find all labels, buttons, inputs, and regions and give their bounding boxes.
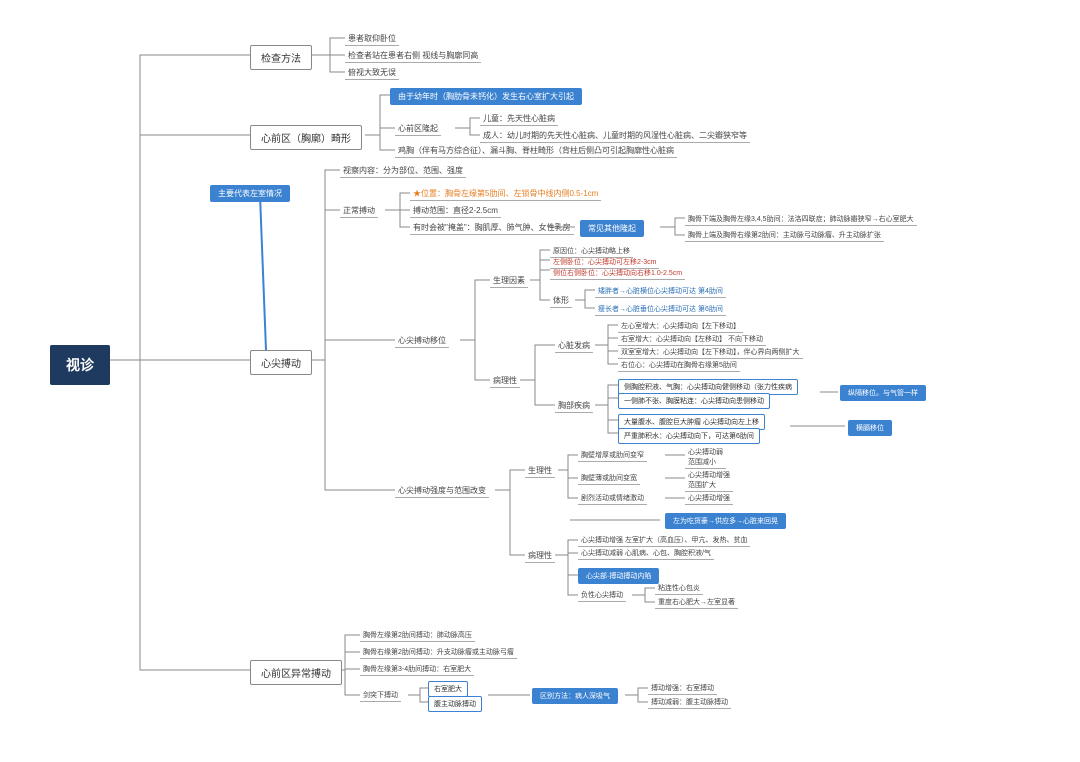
body-label: 体形	[550, 294, 572, 308]
leaf: 俯视大致无误	[345, 66, 399, 80]
side-tag: 主要代表左室情况	[210, 185, 290, 202]
leaf: 负性心尖搏动	[578, 589, 626, 602]
leaf: 胸壁增厚或肋间变窄	[578, 449, 647, 462]
tag: 纵隔移位。与气管一样	[840, 385, 926, 401]
physio-label: 生理性	[525, 464, 555, 478]
heart-label: 心脏发病	[555, 339, 593, 353]
branch-chest-deformity: 心前区（胸廓）畸形	[250, 125, 362, 150]
leaf: 心尖搏动减弱 心肌病、心包、胸腔积液/气	[578, 547, 714, 560]
leaf: 腹主动脉搏动	[428, 696, 482, 712]
leaf: 剧烈活动或情绪激动	[578, 492, 647, 505]
patho-label: 病理性	[525, 549, 555, 563]
leaf: 心前区隆起	[395, 122, 441, 136]
leaf: 剑突下搏动	[360, 689, 401, 702]
root-node: 视诊	[50, 345, 110, 385]
patho-label: 病理性	[490, 374, 520, 388]
neg-tag: 心尖部·搏动搏动内陷	[578, 568, 659, 584]
pos-change: 心尖搏动移位	[395, 334, 449, 348]
branch-apex-beat: 心尖搏动	[250, 350, 312, 375]
leaf: 右位心：心尖搏动在胸骨右缘第5肋间	[618, 359, 740, 372]
physio-label: 生理因素	[490, 274, 528, 288]
leaf: 视察内容：分为部位、范围、强度	[340, 164, 466, 178]
leaf: 心尖搏动增强 范围扩大	[685, 469, 733, 492]
leaf: 双室室增大：心尖搏动向【左下移动】，伴心界向两侧扩大	[618, 346, 803, 359]
leaf: 矮胖者→心脏横位心尖搏动可达 第4肋间	[595, 285, 726, 298]
leaf: 胸骨上端及胸骨右缘第2肋间：主动脉弓动脉瘤、升主动脉扩张	[685, 229, 884, 242]
branch-abnormal-beat: 心前区异常搏动	[250, 660, 342, 685]
leaf: 搏动范围：直径2-2.5cm	[410, 204, 501, 218]
leaf: 重度右心肥大→左室显著	[655, 596, 738, 609]
leaf: 成人：幼儿时期的先天性心脏病、儿童时期的风湿性心脏病、二尖瓣狭窄等	[480, 129, 750, 143]
leaf: 心尖搏动弱 范围减小	[685, 446, 726, 469]
leaf: 搏动减弱：腹主动脉搏动	[648, 696, 731, 709]
intensity: 心尖搏动强度与范围改变	[395, 484, 489, 498]
leaf: 搏动增强：右室搏动	[648, 682, 717, 695]
leaf: 瘦长者→心脏垂位心尖搏动可达 第6肋间	[595, 303, 726, 316]
common-other-tag: 常见其他隆起	[580, 220, 644, 237]
leaf: 胸骨左缘第3-4肋间搏动：右室肥大	[360, 663, 474, 676]
leaf: 一侧肺不张、胸膜粘连：心尖搏动向患侧移动	[618, 393, 770, 409]
leaf: 检查者站在患者右侧 视线与胸廓同高	[345, 49, 481, 63]
chest-label: 胸部疾病	[555, 399, 593, 413]
leaf: 胸骨右缘第2肋间搏动：升支动脉瘤或主动脉弓瘤	[360, 646, 517, 659]
leaf: 儿童：先天性心脏病	[480, 112, 558, 126]
branch-exam-method: 检查方法	[250, 45, 312, 70]
leaf: 侧位右侧卧位：心尖搏动向右移1.0-2.5cm	[550, 267, 685, 280]
leaf: 右室肥大	[428, 681, 468, 697]
leaf: 心尖搏动增强 左室扩大（高血压）、甲亢、发热、贫血	[578, 534, 750, 547]
diff-tag: 区别方法：病人深吸气	[532, 688, 618, 704]
leaf: 严重肺积水：心尖搏动向下，可达第6肋间	[618, 428, 760, 444]
leaf: 心尖搏动增强	[685, 492, 733, 505]
hint-tag: 左为吃货豪→供应多→心脏来回晃	[665, 513, 786, 529]
leaf: 左心室增大：心尖搏动向【左下移动】	[618, 320, 743, 333]
leaf: 胸骨左缘第2肋间搏动：肺动脉高压	[360, 629, 475, 642]
leaf: 胸壁薄或肋间变宽	[578, 472, 640, 485]
leaf: 有时会被"掩盖"：胸肌厚、肺气肿、女性乳房	[410, 221, 574, 235]
leaf: 胸骨下端及胸骨左缘3,4,5肋间：法洛四联症；肺动脉瓣狭窄→右心室肥大	[685, 213, 917, 226]
highlight-tag: 由于幼年时（胸肋骨未钙化）发生右心室扩大引起	[390, 88, 582, 105]
normal-beat: 正常搏动	[340, 204, 378, 218]
leaf: 粘连性心包炎	[655, 582, 703, 595]
leaf: 患者取仰卧位	[345, 32, 399, 46]
leaf: 鸡胸（伴有马方综合征）、漏斗胸、脊柱畸形（背柱后侧凸可引起胸廓性心脏病	[395, 144, 677, 158]
leaf: 右室增大：心尖搏动向【左移动】 不向下移动	[618, 333, 766, 346]
leaf: ★位置：胸骨左缘第5肋间、左锁骨中线内侧0.5-1cm	[410, 187, 601, 201]
tag: 横膈移位	[848, 420, 892, 436]
